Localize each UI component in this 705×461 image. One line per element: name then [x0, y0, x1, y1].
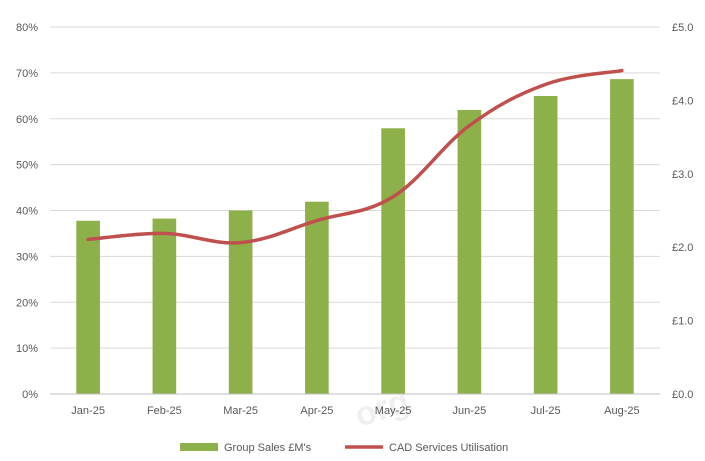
x-tick-label: Jun-25	[453, 405, 487, 417]
bar	[228, 210, 253, 394]
legend-label-line: CAD Services Utilisation	[389, 442, 508, 454]
line-series-cad-utilisation	[86, 68, 624, 245]
bar	[152, 218, 177, 394]
x-tick-label: Feb-25	[147, 405, 182, 417]
right-tick-label: £1.0	[672, 316, 693, 328]
right-tick-label: £5.0	[672, 22, 693, 34]
left-tick-label: 10%	[16, 343, 38, 355]
left-tick-label: 50%	[16, 160, 38, 172]
x-tick-label: May-25	[375, 405, 412, 417]
bar-series-group-sales	[76, 79, 634, 395]
left-tick-label: 60%	[16, 114, 38, 126]
legend: Group Sales £M's CAD Services Utilisation	[180, 442, 508, 454]
x-tick-label: Jul-25	[531, 405, 561, 417]
bar	[76, 220, 100, 394]
left-tick-label: 20%	[16, 297, 38, 309]
legend-swatch-bar	[180, 443, 218, 451]
left-tick-label: 70%	[16, 68, 38, 80]
x-axis: Jan-25 Feb-25 Mar-25 Apr-25 May-25 Jun-25 Jul-…	[50, 393, 660, 417]
bar	[610, 79, 634, 394]
left-tick-label: 30%	[16, 251, 38, 263]
watermark-text: org	[350, 382, 414, 435]
right-y-axis: £0.0 £1.0 £2.0 £3.0 £4.0 £5.0	[672, 22, 693, 401]
left-y-axis: 0% 10% 20% 30% 40% 50% 60% 70% 80%	[16, 22, 38, 401]
bar	[381, 128, 405, 395]
bar	[305, 201, 329, 394]
line-path	[86, 68, 624, 245]
left-tick-label: 0%	[22, 389, 38, 401]
left-tick-label: 80%	[16, 22, 38, 34]
right-tick-label: £2.0	[672, 242, 693, 254]
right-tick-label: £3.0	[672, 169, 693, 181]
x-tick-label: Mar-25	[223, 405, 258, 417]
x-tick-label: Jan-25	[71, 405, 105, 417]
bar	[457, 109, 482, 394]
right-tick-label: £4.0	[672, 95, 693, 107]
legend-label-bar: Group Sales £M's	[224, 442, 312, 454]
x-tick-label: Aug-25	[604, 405, 639, 417]
bar	[533, 95, 558, 394]
left-tick-label: 40%	[16, 206, 38, 218]
gridlines	[50, 26, 660, 349]
right-tick-label: £0.0	[672, 389, 693, 401]
x-tick-label: Apr-25	[300, 405, 333, 417]
